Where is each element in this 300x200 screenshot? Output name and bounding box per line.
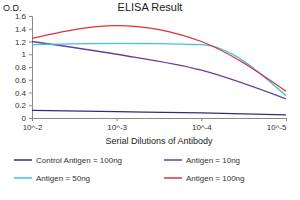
x-tick: 10^-5 bbox=[267, 118, 287, 132]
legend: Control Antigen = 100ng Antigen = 10ng Ant… bbox=[14, 156, 245, 183]
legend-item: Antigen = 50ng bbox=[14, 174, 90, 183]
y-tick-mark bbox=[29, 42, 32, 43]
x-tick: 10^-4 bbox=[192, 118, 212, 132]
y-tick-mark bbox=[29, 80, 32, 81]
series-line bbox=[32, 42, 286, 99]
y-tick-mark bbox=[29, 93, 32, 94]
y-tick: 0.2 bbox=[15, 101, 32, 110]
y-tick-mark bbox=[29, 118, 32, 119]
y-tick: 0.8 bbox=[15, 63, 32, 72]
y-tick-label: 1.6 bbox=[15, 12, 27, 21]
x-axis-line bbox=[33, 119, 287, 122]
legend-item: Control Antigen = 100ng bbox=[14, 156, 122, 165]
y-tick: 0.4 bbox=[15, 89, 32, 98]
series-line bbox=[32, 43, 286, 95]
y-tick-mark bbox=[29, 67, 32, 68]
plot: 00.20.40.60.811.21.41.610^-210^-310^-410… bbox=[15, 12, 287, 132]
x-tick-mark bbox=[32, 118, 33, 121]
y-axis: 00.20.40.60.811.21.41.6 bbox=[15, 12, 33, 123]
legend-item: Antigen = 100ng bbox=[164, 174, 245, 183]
legend-swatch bbox=[14, 159, 32, 161]
x-axis: 10^-2 10^-3 10^-4 10^-5 bbox=[23, 118, 287, 132]
legend-swatch bbox=[164, 159, 182, 161]
y-tick-label: 1.2 bbox=[15, 38, 27, 47]
legend-label: Antigen = 100ng bbox=[186, 174, 245, 183]
y-tick-label: 1 bbox=[22, 50, 27, 59]
x-tick: 10^-2 bbox=[23, 118, 43, 132]
y-axis-title: O.D. bbox=[3, 3, 22, 13]
legend-label: Control Antigen = 100ng bbox=[36, 156, 122, 165]
x-tick-label: 10^-3 bbox=[107, 123, 127, 132]
legend-swatch bbox=[164, 177, 182, 179]
y-tick: 1 bbox=[22, 50, 32, 59]
y-tick-mark bbox=[29, 29, 32, 30]
series-line bbox=[32, 110, 286, 114]
y-tick: 0.6 bbox=[15, 76, 32, 85]
x-axis-title: Serial Dilutions of Antibody bbox=[105, 136, 213, 146]
y-tick-mark bbox=[29, 54, 32, 55]
x-tick-label: 10^-2 bbox=[23, 123, 43, 132]
y-tick-label: 0.8 bbox=[15, 63, 27, 72]
x-tick-mark bbox=[286, 118, 287, 121]
series-group bbox=[32, 26, 286, 115]
y-tick: 1.2 bbox=[15, 38, 32, 47]
y-axis-line bbox=[29, 17, 33, 119]
series-line bbox=[32, 26, 286, 92]
legend-item: Antigen = 10ng bbox=[164, 156, 240, 165]
x-tick: 10^-3 bbox=[107, 118, 127, 132]
y-tick-label: 0.2 bbox=[15, 101, 27, 110]
legend-swatch bbox=[14, 177, 32, 179]
y-tick-mark bbox=[29, 16, 32, 17]
y-tick-mark bbox=[29, 105, 32, 106]
y-tick: 1.6 bbox=[15, 12, 32, 21]
title: ELISA Result bbox=[118, 1, 183, 13]
x-tick-mark bbox=[201, 118, 202, 121]
chart: 00.20.40.60.811.21.41.610^-210^-310^-410… bbox=[0, 0, 300, 200]
x-tick-label: 10^-4 bbox=[192, 123, 212, 132]
y-tick-label: 0.6 bbox=[15, 76, 27, 85]
x-tick-label: 10^-5 bbox=[267, 123, 287, 132]
legend-label: Antigen = 10ng bbox=[186, 156, 240, 165]
legend-label: Antigen = 50ng bbox=[36, 174, 90, 183]
x-tick-mark bbox=[117, 118, 118, 121]
y-tick-label: 1.4 bbox=[15, 25, 27, 34]
y-tick-label: 0.4 bbox=[15, 89, 27, 98]
y-tick: 1.4 bbox=[15, 25, 32, 34]
